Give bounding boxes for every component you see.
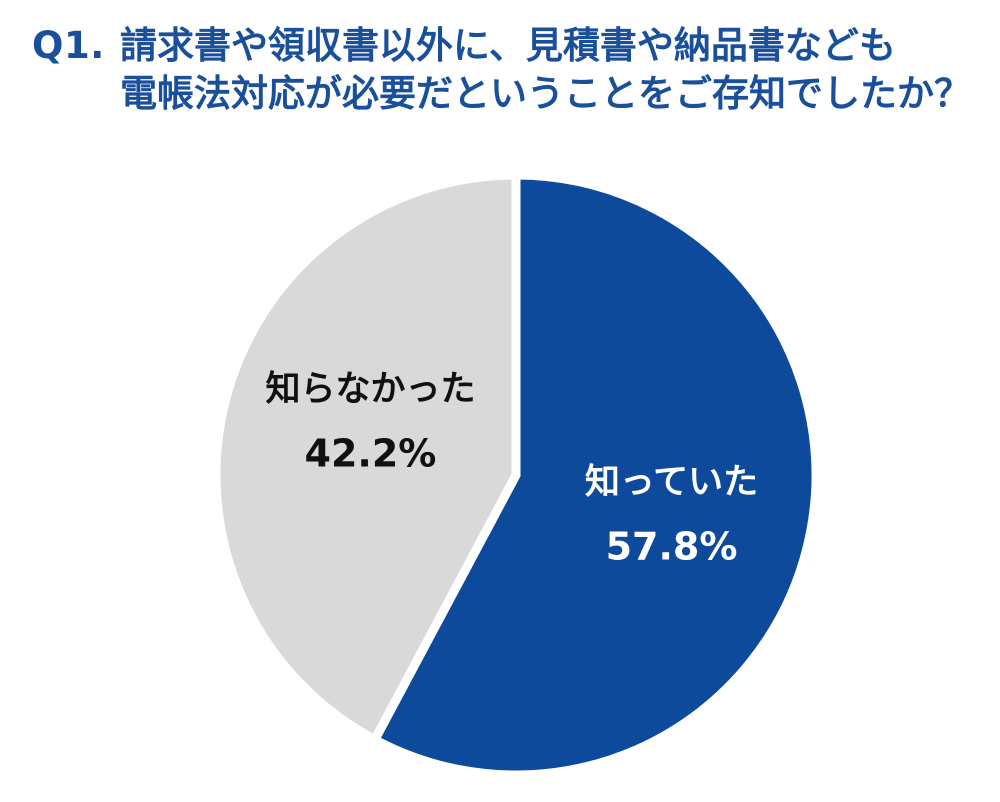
question-line-1: 請求書や領収書以外に、見積書や納品書なども <box>120 24 896 67</box>
pie-labels: 知っていた 57.8% 知らなかった 42.2% <box>265 370 758 569</box>
slice-label-unknown: 知らなかった <box>265 370 475 410</box>
chart-title: Q1. 請求書や領収書以外に、見積書や納品書なども 電帳法対応が必要だということ… <box>32 22 982 118</box>
question-line-2: 電帳法対応が必要だということをご存知でしたか？ <box>120 72 971 115</box>
pie-slice-unknown <box>211 170 521 746</box>
pie-slice-known <box>368 170 821 780</box>
question-number: Q1. <box>32 24 105 67</box>
pie-slices <box>211 170 821 780</box>
slice-value-unknown: 42.2% <box>305 432 437 476</box>
slice-value-known: 57.8% <box>606 524 738 568</box>
slice-label-known: 知っていた <box>585 462 758 502</box>
